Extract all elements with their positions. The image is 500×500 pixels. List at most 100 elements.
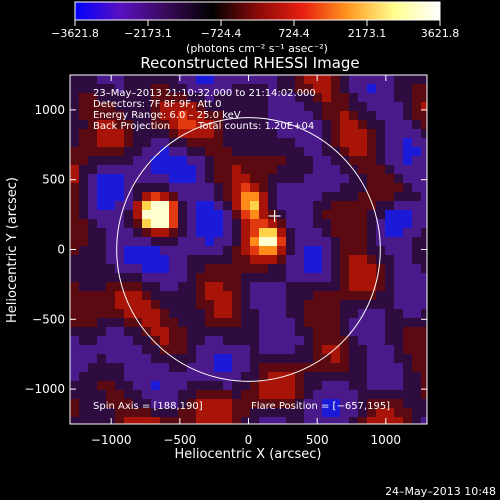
- heatmap-cell: [232, 237, 242, 247]
- heatmap-cell: [331, 291, 341, 301]
- heatmap-cell: [223, 237, 233, 247]
- heatmap-cell: [367, 390, 377, 400]
- heatmap-cell: [241, 156, 251, 166]
- heatmap-cell: [331, 129, 341, 139]
- heatmap-cell: [106, 408, 116, 418]
- heatmap-cell: [133, 192, 143, 202]
- heatmap-cell: [79, 174, 89, 184]
- heatmap-cell: [295, 390, 305, 400]
- heatmap-cell: [295, 210, 305, 220]
- heatmap-cell: [286, 147, 296, 157]
- heatmap-cell: [304, 165, 314, 175]
- heatmap-cell: [385, 399, 395, 409]
- heatmap-cell: [277, 291, 287, 301]
- heatmap-cell: [142, 354, 152, 364]
- heatmap-cell: [394, 381, 404, 391]
- heatmap-cell: [214, 228, 224, 238]
- heatmap-cell: [259, 255, 269, 265]
- heatmap-cell: [259, 165, 269, 175]
- heatmap-cell: [403, 111, 413, 121]
- heatmap-cell: [385, 417, 395, 424]
- heatmap-cell: [205, 93, 215, 103]
- heatmap-cell: [322, 399, 332, 409]
- heatmap-cell: [403, 381, 413, 391]
- heatmap-cell: [385, 327, 395, 337]
- heatmap-cell: [187, 255, 197, 265]
- heatmap-cell: [187, 138, 197, 148]
- heatmap-cell: [178, 336, 188, 346]
- heatmap-cell: [250, 309, 260, 319]
- heatmap-cell: [403, 246, 413, 256]
- heatmap-cell: [196, 75, 206, 85]
- heatmap-cell: [268, 111, 278, 121]
- heatmap-cell: [259, 174, 269, 184]
- heatmap-cell: [394, 84, 404, 94]
- heatmap-cell: [124, 228, 134, 238]
- heatmap-cell: [70, 219, 80, 229]
- heatmap-cell: [187, 129, 197, 139]
- heatmap-cell: [286, 174, 296, 184]
- heatmap-cell: [268, 84, 278, 94]
- heatmap-cell: [394, 363, 404, 373]
- heatmap-cell: [97, 318, 107, 328]
- heatmap-cell: [97, 138, 107, 148]
- heatmap-cell: [106, 246, 116, 256]
- heatmap-cell: [223, 309, 233, 319]
- heatmap-cell: [151, 408, 161, 418]
- heatmap-cell: [106, 282, 116, 292]
- heatmap-cell: [133, 129, 143, 139]
- heatmap-cell: [322, 210, 332, 220]
- heatmap-cell: [358, 147, 368, 157]
- heatmap-cell: [187, 399, 197, 409]
- heatmap-cell: [160, 129, 170, 139]
- heatmap-cell: [151, 174, 161, 184]
- heatmap-cell: [304, 291, 314, 301]
- heatmap-cell: [295, 417, 305, 424]
- heatmap-cell: [106, 129, 116, 139]
- heatmap-cell: [115, 111, 125, 121]
- heatmap-cell: [277, 264, 287, 274]
- heatmap-cell: [295, 291, 305, 301]
- heatmap-cell: [268, 399, 278, 409]
- heatmap-cell: [115, 282, 125, 292]
- heatmap-cell: [241, 282, 251, 292]
- heatmap-cell: [286, 336, 296, 346]
- heatmap-cell: [295, 201, 305, 211]
- heatmap-cell: [322, 327, 332, 337]
- heatmap-cell: [214, 273, 224, 283]
- heatmap-cell: [214, 291, 224, 301]
- heatmap-cell: [205, 237, 215, 247]
- heatmap-cell: [403, 201, 413, 211]
- heatmap-cell: [151, 147, 161, 157]
- heatmap-cell: [97, 210, 107, 220]
- heatmap-cell: [277, 417, 287, 424]
- heatmap-cell: [196, 399, 206, 409]
- heatmap-cell: [331, 327, 341, 337]
- heatmap-cell: [313, 282, 323, 292]
- heatmap-cell: [97, 102, 107, 112]
- heatmap-cell: [331, 93, 341, 103]
- heatmap-cell: [70, 255, 80, 265]
- heatmap-cell: [178, 228, 188, 238]
- heatmap-cell: [187, 210, 197, 220]
- heatmap-cell: [196, 291, 206, 301]
- heatmap-cell: [349, 264, 359, 274]
- heatmap-cell: [268, 381, 278, 391]
- heatmap-cell: [421, 156, 427, 166]
- heatmap-cell: [358, 309, 368, 319]
- heatmap-cell: [205, 147, 215, 157]
- heatmap-cell: [124, 291, 134, 301]
- heatmap-cell: [358, 354, 368, 364]
- heatmap-cell: [160, 282, 170, 292]
- heatmap-cell: [313, 237, 323, 247]
- heatmap-cell: [88, 318, 98, 328]
- heatmap-cell: [412, 120, 422, 130]
- heatmap-cell: [88, 102, 98, 112]
- heatmap-cell: [259, 363, 269, 373]
- heatmap-cell: [250, 417, 260, 424]
- heatmap-cell: [421, 75, 427, 85]
- heatmap-cell: [106, 219, 116, 229]
- heatmap-cell: [412, 102, 422, 112]
- heatmap-cell: [358, 111, 368, 121]
- heatmap-cell: [241, 84, 251, 94]
